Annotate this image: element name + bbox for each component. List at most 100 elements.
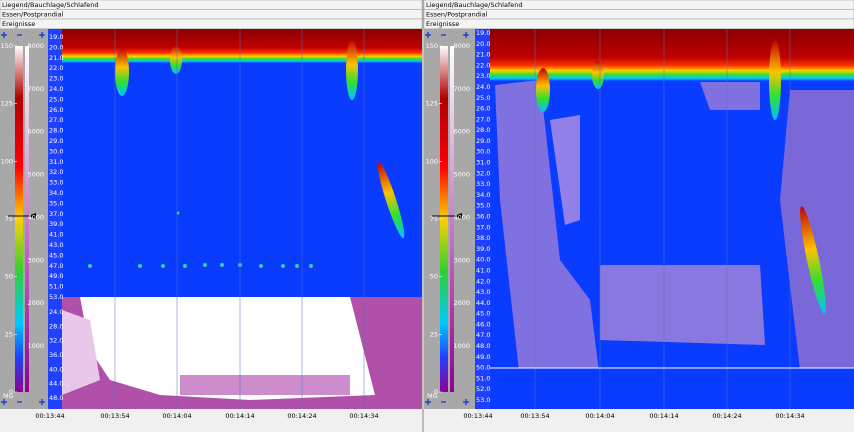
depth-bg [48, 29, 62, 409]
depth-label: 40.0 [49, 365, 63, 373]
heatmap-area [700, 82, 760, 110]
header-row [0, 18, 423, 29]
heatmap-blob [800, 206, 826, 314]
depth-label: 36.0 [476, 213, 490, 221]
depth-label: 44.0 [476, 299, 490, 307]
depth-label: 46.0 [476, 320, 490, 328]
depth-label: 30.0 [476, 148, 490, 156]
zoom-in [1, 32, 7, 38]
color-tick: 4000 [27, 213, 44, 221]
color-bar [25, 46, 29, 392]
depth-label: 29.0 [476, 137, 490, 145]
time-label: 00:14:34 [349, 412, 378, 420]
depth-label: 21.0 [476, 51, 490, 59]
time-label: 00:14:24 [712, 412, 741, 420]
zoom-in [39, 399, 45, 405]
depth-label: 53.0 [476, 396, 490, 404]
color-tick: 8000 [27, 42, 44, 50]
color-tick: 2000 [27, 299, 44, 307]
heatmap-lower [490, 368, 854, 409]
zoom-in [463, 32, 469, 38]
pressure-tick: 150 [426, 42, 438, 50]
depth-label: 28.0 [476, 126, 490, 134]
depth-label: 31.0 [49, 158, 63, 166]
color-tick: 8000 [453, 42, 470, 50]
time-grid [534, 29, 791, 409]
depth-label: 41.0 [49, 231, 63, 239]
depth-label: 33.0 [49, 179, 63, 187]
heatmap-band [490, 29, 854, 81]
depth-label: 29.0 [49, 137, 63, 145]
depth-label: 25.0 [476, 94, 490, 102]
depth-label: 33.0 [476, 180, 490, 188]
pressure-tick: 75 [5, 215, 13, 223]
color-tick: 3000 [453, 256, 470, 264]
time-label: 00:14:34 [775, 412, 804, 420]
zoom-in [425, 32, 431, 38]
color-tick: 1000 [27, 342, 44, 350]
depth-label: 24.0 [476, 83, 490, 91]
depth-label: 44.0 [49, 380, 63, 388]
depth-label: 42.0 [476, 277, 490, 285]
heatmap-area [550, 115, 580, 225]
depth-label: 48.0 [49, 394, 63, 402]
header-text: Liegend/Bauchlage/Schlafend [426, 1, 523, 9]
color-tick: 3000 [27, 256, 44, 264]
color-tick: 1000 [453, 342, 470, 350]
pressure-tick: 0 [434, 388, 438, 396]
depth-label: 26.0 [49, 106, 63, 114]
depth-label: 34.0 [49, 189, 63, 197]
depth-label: 30.0 [49, 147, 63, 155]
heatmap-band [62, 29, 422, 63]
color-tick: 5000 [453, 171, 470, 179]
scale-bg [0, 29, 48, 409]
depth-label: 35.0 [49, 199, 63, 207]
pressure-tick: 25 [5, 330, 13, 338]
zoom-in [463, 399, 469, 405]
depth-label: 24.0 [49, 85, 63, 93]
pressure-tick: 125 [1, 100, 13, 108]
depth-label: 37.0 [476, 223, 490, 231]
depth-label: 48.0 [476, 342, 490, 350]
depth-label: 49.0 [49, 272, 63, 280]
scale-bg [424, 29, 475, 409]
pressure-tick: 75 [430, 215, 438, 223]
header-text: Liegend/Bauchlage/Schlafend [2, 1, 99, 9]
heatmap-lower-area [180, 375, 350, 395]
time-label: 00:13:44 [463, 412, 492, 420]
heatmap-blob [592, 61, 604, 89]
depth-label: 37.0 [49, 210, 63, 218]
color-tick: 5000 [27, 171, 44, 179]
right-panel [424, 29, 854, 409]
depth-label: 52.0 [476, 385, 490, 393]
time-grid [114, 29, 365, 409]
header-row [423, 18, 854, 29]
color-tick: 4000 [453, 213, 470, 221]
header-text: Essen/Postprandial [426, 11, 488, 19]
depth-label: 47.0 [476, 331, 490, 339]
depth-label: 27.0 [476, 115, 490, 123]
depth-label: 47.0 [49, 262, 63, 270]
depth-label: 35.0 [476, 202, 490, 210]
depth-label: 38.0 [476, 234, 490, 242]
pressure-tick: 50 [430, 273, 438, 281]
time-label: 00:13:54 [100, 412, 129, 420]
pressure-tick: 100 [426, 157, 438, 165]
left-panel [0, 29, 422, 409]
unit-label: MG [3, 392, 14, 400]
depth-label: 20.0 [49, 43, 63, 51]
time-label: 00:14:14 [649, 412, 678, 420]
depth-label: 22.0 [476, 61, 490, 69]
depth-label: 43.0 [476, 288, 490, 296]
heatmap-lower-area [62, 310, 100, 395]
time-label: 00:13:54 [520, 412, 549, 420]
pressure-tick: 125 [426, 100, 438, 108]
pressure-tick: 25 [430, 330, 438, 338]
pressure-tick: 150 [1, 42, 13, 50]
depth-label: 23.0 [476, 72, 490, 80]
depth-label: 34.0 [476, 191, 490, 199]
heatmap-blob [170, 46, 182, 74]
depth-label: 28.0 [49, 322, 63, 330]
depth-label: 39.0 [476, 245, 490, 253]
